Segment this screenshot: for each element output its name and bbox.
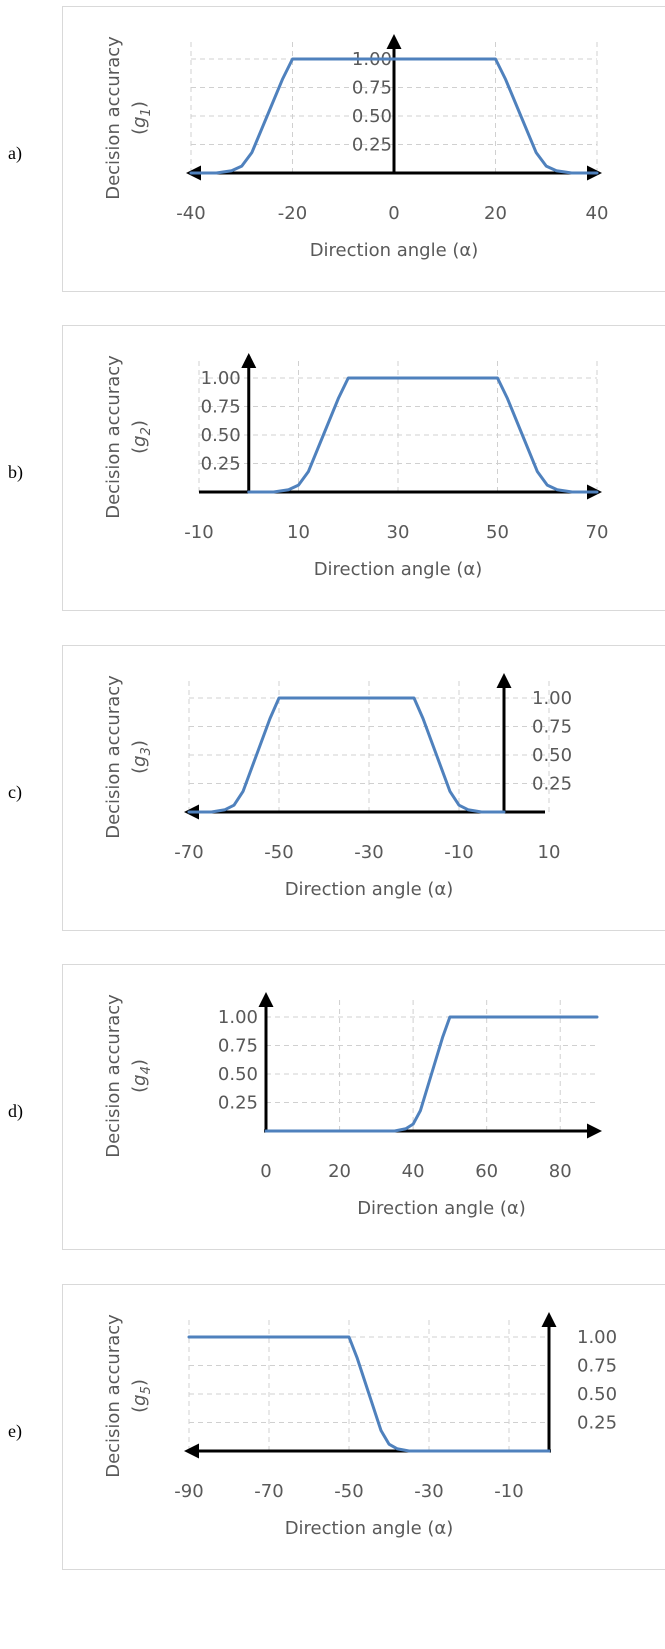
chart-panel: 1.00 0.75 0.50 0.25 -40 -20 0 20 40 Direction ang… — [62, 6, 665, 292]
y-symbol: g — [129, 1394, 150, 1405]
y-subscript: 3 — [139, 747, 154, 755]
y-axis-title: Decision accuracy (g2) — [103, 355, 154, 519]
x-axis-title: Direction angle (α) — [357, 1198, 526, 1219]
paren-open: ( — [129, 767, 150, 774]
y-axis-title-line2: (g5) — [129, 1379, 154, 1413]
y-tick-label: 1.00 — [532, 688, 572, 709]
x-axis-title: Direction angle (α) — [285, 879, 454, 900]
y-axis-title: Decision accuracy (g5) — [103, 1314, 154, 1478]
x-tick-label: -50 — [334, 1481, 363, 1502]
x-tick-label: -30 — [414, 1481, 443, 1502]
y-tick-label: 0.75 — [201, 397, 241, 418]
x-tick-label: 70 — [586, 522, 609, 543]
y-subscript: 2 — [139, 427, 154, 435]
x-tick-label: -40 — [176, 203, 205, 224]
y-tick-label: 0.75 — [577, 1356, 617, 1377]
x-tick-label: 30 — [387, 522, 410, 543]
paren-close: ) — [129, 101, 150, 108]
y-axis-title: Decision accuracy (g1) — [103, 36, 154, 200]
x-tick-label: 40 — [586, 203, 609, 224]
panel-label: e) — [8, 1421, 22, 1442]
x-tick-label: -20 — [278, 203, 307, 224]
paren-open: ( — [129, 128, 150, 135]
chart-panel: 1.00 0.75 0.50 0.25 0 20 40 60 80 Direction angle… — [62, 964, 665, 1250]
y-tick-label: 0.50 — [352, 106, 392, 127]
x-tick-label: -30 — [354, 842, 383, 863]
y-tick-label: 0.25 — [352, 135, 392, 156]
x-tick-label: -10 — [444, 842, 473, 863]
y-tick-label: 1.00 — [218, 1007, 258, 1028]
y-axis-title-line1: Decision accuracy — [103, 36, 124, 200]
y-tick-label: 0.50 — [577, 1384, 617, 1405]
x-tick-label: -90 — [174, 1481, 203, 1502]
x-tick-label: 10 — [287, 522, 310, 543]
x-tick-label: 80 — [549, 1161, 572, 1182]
y-axis-title-line2: (g4) — [129, 1059, 154, 1093]
panel-label: b) — [8, 462, 23, 483]
chart-svg: 1.00 0.75 0.50 0.25 -70 -50 -30 -10 10 Direction … — [63, 646, 665, 932]
y-axis-title-line1: Decision accuracy — [103, 675, 124, 839]
y-axis-title: Decision accuracy (g3) — [103, 675, 154, 839]
chart-panel: 1.00 0.75 0.50 0.25 -10 10 30 50 70 Direction ang… — [62, 325, 665, 611]
chart-svg: 1.00 0.75 0.50 0.25 -90 -70 -50 -30 -10 Direction… — [63, 1285, 665, 1571]
y-symbol: g — [129, 1074, 150, 1085]
x-axis-title: Direction angle (α) — [314, 559, 483, 580]
y-tick-label: 1.00 — [577, 1327, 617, 1348]
y-subscript: 5 — [139, 1386, 154, 1394]
y-tick-label: 0.75 — [352, 78, 392, 99]
y-axis-title-line2: (g3) — [129, 740, 154, 774]
y-axis-title-line1: Decision accuracy — [103, 994, 124, 1158]
x-tick-label: 50 — [486, 522, 509, 543]
chart-panel: 1.00 0.75 0.50 0.25 -70 -50 -30 -10 10 Direction … — [62, 645, 665, 931]
x-tick-label: -50 — [264, 842, 293, 863]
y-symbol: g — [129, 755, 150, 766]
y-tick-label: 0.75 — [532, 717, 572, 738]
x-tick-label: -10 — [184, 522, 213, 543]
y-tick-label: 0.50 — [201, 425, 241, 446]
chart-svg: 1.00 0.75 0.50 0.25 0 20 40 60 80 Direction angle… — [63, 965, 665, 1251]
x-tick-label: 60 — [475, 1161, 498, 1182]
x-tick-label: 40 — [402, 1161, 425, 1182]
paren-open: ( — [129, 1406, 150, 1413]
y-subscript: 1 — [139, 108, 154, 116]
x-tick-label: 10 — [538, 842, 561, 863]
y-axis-title-line2: (g1) — [129, 101, 154, 135]
y-subscript: 4 — [139, 1066, 154, 1074]
y-axis-title-line1: Decision accuracy — [103, 1314, 124, 1478]
y-symbol: g — [129, 116, 150, 127]
y-axis-title: Decision accuracy (g4) — [103, 994, 154, 1158]
y-tick-label: 0.75 — [218, 1036, 258, 1057]
y-tick-label: 1.00 — [201, 368, 241, 389]
y-tick-label: 0.25 — [201, 454, 241, 475]
y-tick-label: 0.25 — [218, 1093, 258, 1114]
x-tick-label: 0 — [260, 1161, 271, 1182]
x-tick-label: -10 — [494, 1481, 523, 1502]
y-axis-title-line1: Decision accuracy — [103, 355, 124, 519]
x-tick-label: 20 — [328, 1161, 351, 1182]
panel-label: c) — [8, 782, 22, 803]
y-tick-label: 0.25 — [577, 1413, 617, 1434]
y-axis-title-line2: (g2) — [129, 420, 154, 454]
x-tick-label: -70 — [254, 1481, 283, 1502]
paren-open: ( — [129, 447, 150, 454]
chart-panel: 1.00 0.75 0.50 0.25 -90 -70 -50 -30 -10 Direction… — [62, 1284, 665, 1570]
y-tick-label: 0.50 — [532, 745, 572, 766]
paren-close: ) — [129, 1379, 150, 1386]
x-tick-label: -70 — [174, 842, 203, 863]
x-axis-title: Direction angle (α) — [285, 1518, 454, 1539]
paren-close: ) — [129, 1059, 150, 1066]
x-tick-label: 20 — [484, 203, 507, 224]
y-tick-label: 0.50 — [218, 1064, 258, 1085]
paren-open: ( — [129, 1086, 150, 1093]
y-tick-label: 0.25 — [532, 774, 572, 795]
panel-label: a) — [8, 143, 22, 164]
paren-close: ) — [129, 420, 150, 427]
x-axis-title: Direction angle (α) — [310, 240, 479, 261]
paren-close: ) — [129, 740, 150, 747]
panel-label: d) — [8, 1101, 23, 1122]
chart-svg: 1.00 0.75 0.50 0.25 -10 10 30 50 70 Direction ang… — [63, 326, 665, 612]
y-symbol: g — [129, 435, 150, 446]
x-tick-label: 0 — [388, 203, 399, 224]
